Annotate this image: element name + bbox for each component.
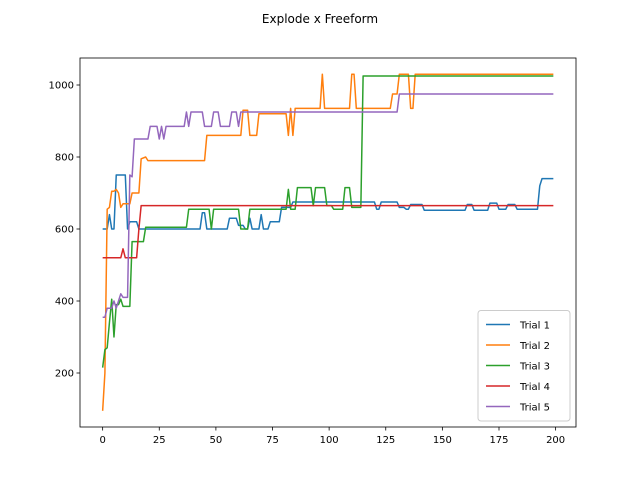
x-tick-label: 150 xyxy=(433,435,452,446)
legend-label: Trial 1 xyxy=(519,321,550,332)
x-axis: 0 25 50 75 100 125 150 175 200 xyxy=(99,427,565,446)
x-tick-label: 0 xyxy=(99,435,105,446)
chart-title: Explode x Freeform xyxy=(262,12,378,26)
series-line-trial-1 xyxy=(102,174,554,230)
y-axis: 200 400 600 800 1000 xyxy=(49,81,80,380)
x-tick-label: 100 xyxy=(320,435,339,446)
legend: Trial 1 Trial 2 Trial 3 Trial 4 Trial 5 xyxy=(477,310,571,422)
series-line-trial-4 xyxy=(102,204,554,259)
legend-label: Trial 2 xyxy=(519,341,550,352)
y-tick-label: 200 xyxy=(55,369,74,380)
y-tick-label: 600 xyxy=(55,225,74,236)
legend-label: Trial 3 xyxy=(519,362,550,373)
legend-label: Trial 4 xyxy=(519,382,550,393)
x-tick-label: 200 xyxy=(546,435,565,446)
x-tick-label: 25 xyxy=(153,435,166,446)
series-line-trial-5 xyxy=(102,93,554,318)
y-tick-label: 1000 xyxy=(49,81,74,92)
plot-area-frame xyxy=(79,57,577,428)
series-line-trial-2 xyxy=(101,73,554,411)
x-tick-label: 175 xyxy=(489,435,508,446)
y-tick-label: 400 xyxy=(55,297,74,308)
x-tick-label: 125 xyxy=(376,435,395,446)
series-lines xyxy=(101,73,554,411)
x-tick-label: 75 xyxy=(266,435,279,446)
x-tick-label: 50 xyxy=(210,435,223,446)
legend-label: Trial 5 xyxy=(519,403,550,414)
legend-box xyxy=(477,310,571,422)
y-tick-label: 800 xyxy=(55,153,74,164)
